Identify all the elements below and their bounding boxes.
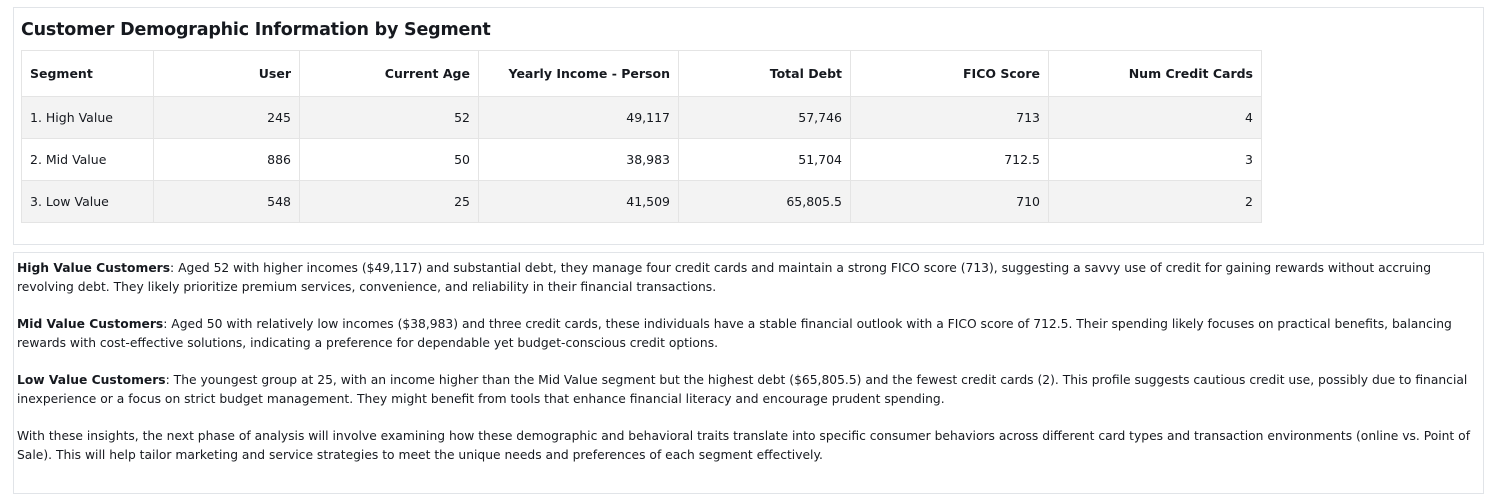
cell-yearly-income: 49,117 <box>478 96 679 139</box>
conclusion-paragraph: With these insights, the next phase of a… <box>17 429 1471 462</box>
cell-num-credit-cards: 4 <box>1048 96 1262 139</box>
segment-table: Segment User Current Age Yearly Income -… <box>21 50 1262 223</box>
column-header-segment[interactable]: Segment <box>21 50 154 97</box>
table-row: 3. Low Value 548 25 41,509 65,805.5 710 … <box>21 180 1262 223</box>
cell-yearly-income: 41,509 <box>478 180 679 223</box>
table-title: Customer Demographic Information by Segm… <box>21 20 491 40</box>
cell-fico-score: 712.5 <box>850 138 1049 181</box>
cell-num-credit-cards: 3 <box>1048 138 1262 181</box>
low-value-label: Low Value Customers <box>17 373 166 387</box>
narrative-text: High Value Customers: Aged 52 with highe… <box>17 259 1477 483</box>
low-value-text: : The youngest group at 25, with an inco… <box>17 373 1468 406</box>
cell-current-age: 25 <box>299 180 479 223</box>
high-value-paragraph: High Value Customers: Aged 52 with highe… <box>17 259 1477 297</box>
cell-total-debt: 65,805.5 <box>678 180 851 223</box>
table-header-row: Segment User Current Age Yearly Income -… <box>21 50 1262 97</box>
cell-segment: 1. High Value <box>21 96 154 139</box>
mid-value-label: Mid Value Customers <box>17 317 164 331</box>
segment-table-panel: Customer Demographic Information by Segm… <box>13 7 1484 245</box>
table-row: 2. Mid Value 886 50 38,983 51,704 712.5 … <box>21 138 1262 181</box>
mid-value-paragraph: Mid Value Customers: Aged 50 with relati… <box>17 315 1477 353</box>
cell-yearly-income: 38,983 <box>478 138 679 181</box>
cell-segment: 2. Mid Value <box>21 138 154 181</box>
high-value-label: High Value Customers <box>17 261 171 275</box>
cell-current-age: 52 <box>299 96 479 139</box>
cell-total-debt: 51,704 <box>678 138 851 181</box>
cell-user: 245 <box>153 96 300 139</box>
cell-num-credit-cards: 2 <box>1048 180 1262 223</box>
cell-fico-score: 710 <box>850 180 1049 223</box>
cell-user: 548 <box>153 180 300 223</box>
column-header-total-debt[interactable]: Total Debt <box>678 50 851 97</box>
table-row: 1. High Value 245 52 49,117 57,746 713 4 <box>21 96 1262 139</box>
column-header-yearly-income[interactable]: Yearly Income - Person <box>478 50 679 97</box>
mid-value-text: : Aged 50 with relatively low incomes ($… <box>17 317 1452 350</box>
cell-segment: 3. Low Value <box>21 180 154 223</box>
column-header-fico-score[interactable]: FICO Score <box>850 50 1049 97</box>
column-header-num-credit-cards[interactable]: Num Credit Cards <box>1048 50 1262 97</box>
high-value-text: : Aged 52 with higher incomes ($49,117) … <box>17 261 1431 294</box>
cell-current-age: 50 <box>299 138 479 181</box>
cell-fico-score: 713 <box>850 96 1049 139</box>
low-value-paragraph: Low Value Customers: The youngest group … <box>17 371 1477 409</box>
column-header-current-age[interactable]: Current Age <box>299 50 479 97</box>
column-header-user[interactable]: User <box>153 50 300 97</box>
cell-total-debt: 57,746 <box>678 96 851 139</box>
cell-user: 886 <box>153 138 300 181</box>
narrative-panel: High Value Customers: Aged 52 with highe… <box>13 252 1484 494</box>
